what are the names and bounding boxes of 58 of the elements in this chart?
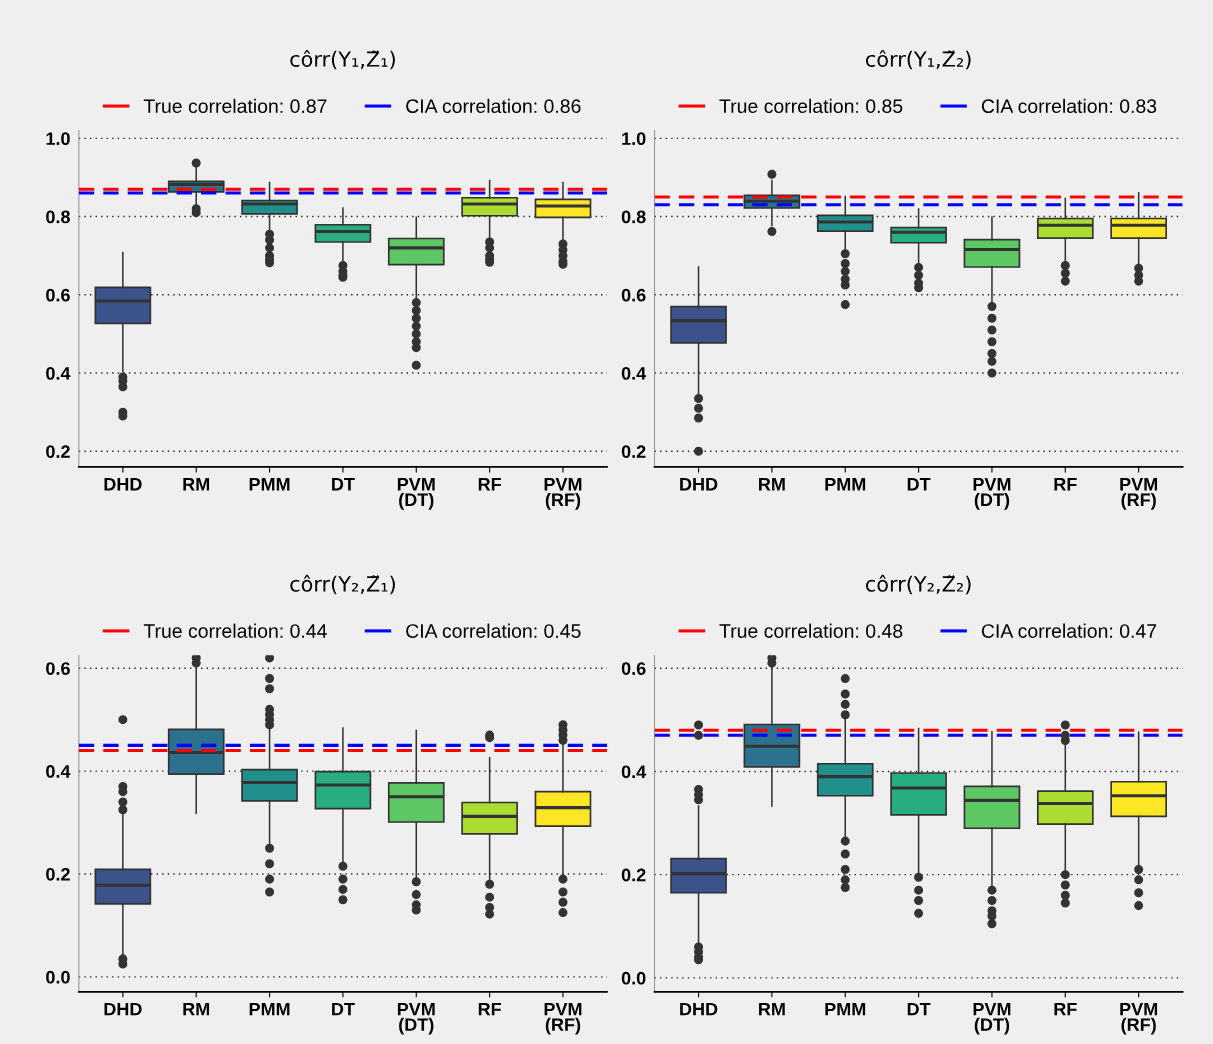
- legend-label: True correlation: 0.87: [143, 98, 327, 114]
- legend-label: CIA correlation: 0.83: [981, 98, 1157, 114]
- x-tick-label: PVM (RF): [1120, 1002, 1158, 1035]
- x-tick-label: PMM: [249, 478, 290, 491]
- legend-label: CIA correlation: 0.47: [981, 623, 1157, 638]
- x-tick-label: RF: [478, 1002, 501, 1016]
- x-tick-label: DT: [907, 1002, 931, 1016]
- y-tick-label: 0.2: [621, 868, 646, 882]
- x-tick-label: PVM (RF): [544, 1002, 582, 1035]
- x-tick-label: PMM: [825, 1002, 866, 1016]
- x-tick-label: RM: [183, 478, 210, 491]
- x-tick-label: PVM (RF): [544, 478, 582, 510]
- y-tick-label: 1.0: [622, 132, 646, 146]
- y-tick-label: 0.2: [46, 867, 70, 881]
- x-tick-label: DHD: [680, 478, 718, 491]
- legend-label: True correlation: 0.48: [719, 623, 903, 638]
- y-tick-label: 0.4: [46, 765, 71, 778]
- x-tick-label: PVM (DT): [973, 478, 1011, 510]
- y-tick-label: 0.6: [621, 288, 646, 302]
- y-tick-label: 1.0: [46, 132, 70, 146]
- y-tick-label: 0.4: [46, 366, 71, 380]
- legend-label: True correlation: 0.44: [143, 623, 327, 638]
- legend-label: CIA correlation: 0.86: [406, 98, 581, 114]
- y-tick-label: 0.6: [621, 662, 646, 675]
- y-tick-label: 0.8: [621, 210, 646, 224]
- x-tick-label: RM: [759, 1002, 785, 1016]
- x-tick-label: RF: [478, 478, 501, 491]
- y-tick-label: 0.0: [621, 971, 646, 985]
- chart-title: côrr(Y₂,Z̃₁): [290, 574, 395, 595]
- y-tick-label: 0.2: [621, 445, 646, 459]
- legend-label: True correlation: 0.85: [719, 98, 903, 114]
- x-tick-label: RM: [759, 478, 785, 491]
- chart-title: côrr(Y₁,Z̃₁): [290, 49, 395, 70]
- x-tick-label: PVM (DT): [397, 1002, 435, 1035]
- x-tick-label: PVM (DT): [397, 478, 435, 510]
- x-tick-label: DHD: [680, 1002, 718, 1016]
- x-tick-label: PMM: [249, 1002, 290, 1016]
- x-tick-label: DT: [332, 1002, 355, 1016]
- chart-title: côrr(Y₁,Z̃₂): [865, 49, 971, 70]
- x-tick-label: RF: [1054, 478, 1077, 491]
- x-tick-label: RM: [183, 1002, 210, 1016]
- x-tick-label: DT: [907, 478, 931, 491]
- x-tick-label: DT: [332, 478, 355, 491]
- x-tick-label: RF: [1054, 1002, 1077, 1016]
- x-tick-label: PVM (RF): [1120, 478, 1158, 510]
- x-tick-label: DHD: [104, 1002, 142, 1016]
- x-tick-label: PMM: [825, 478, 866, 491]
- y-tick-label: 0.2: [46, 445, 70, 459]
- y-tick-label: 0.0: [46, 970, 70, 984]
- chart-title: côrr(Y₂,Z̃₂): [865, 574, 971, 595]
- y-tick-label: 0.4: [621, 765, 647, 779]
- y-tick-label: 0.6: [46, 662, 70, 675]
- y-tick-label: 0.4: [621, 366, 647, 380]
- x-tick-label: PVM (DT): [973, 1002, 1011, 1035]
- x-tick-label: DHD: [104, 478, 142, 491]
- legend-label: CIA correlation: 0.45: [406, 623, 581, 638]
- y-tick-label: 0.8: [46, 210, 70, 224]
- y-tick-label: 0.6: [46, 288, 70, 302]
